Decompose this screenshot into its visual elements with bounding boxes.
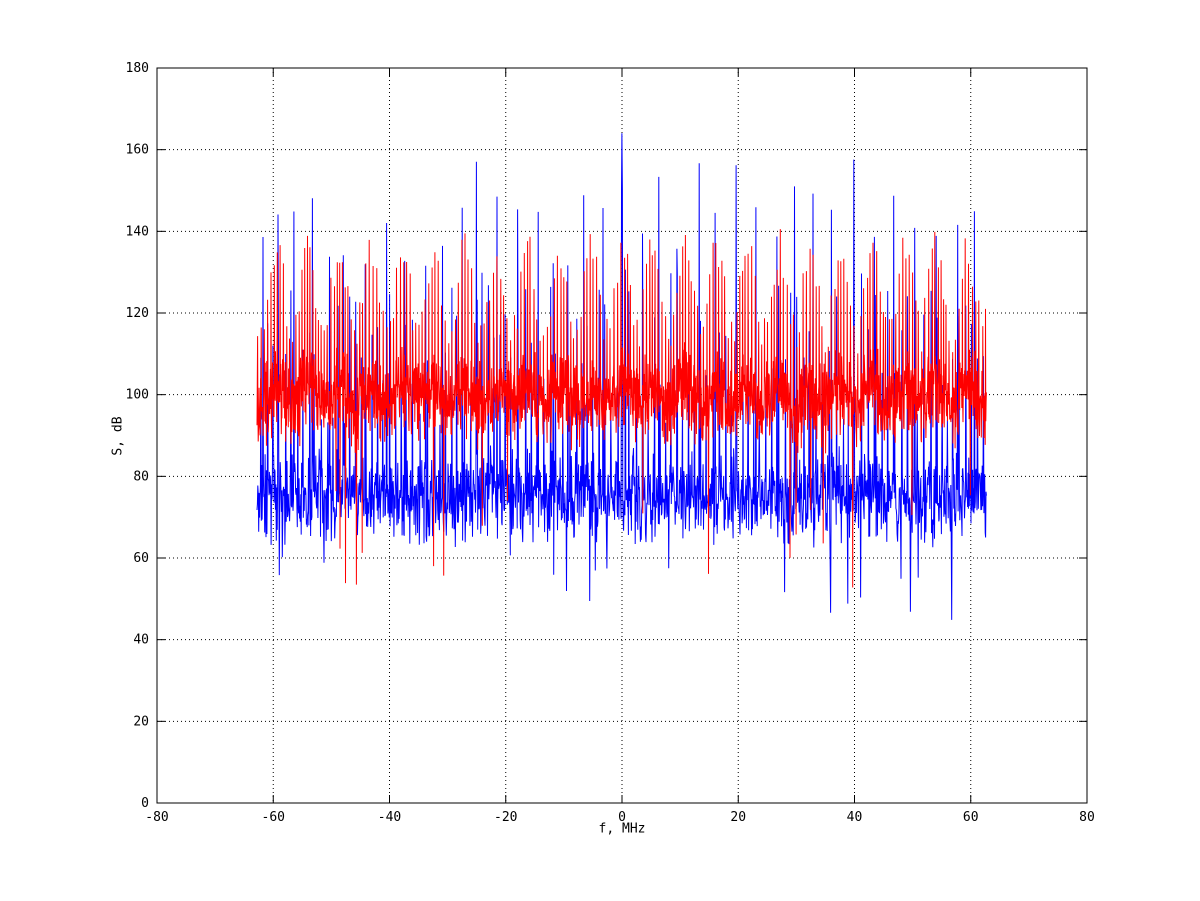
y-tick-label: 120 bbox=[126, 306, 149, 321]
y-tick-label: 140 bbox=[126, 224, 149, 239]
x-tick-label: -20 bbox=[494, 810, 517, 825]
x-tick-label: 0 bbox=[618, 810, 626, 825]
x-tick-label: -60 bbox=[262, 810, 285, 825]
y-tick-label: 40 bbox=[133, 633, 149, 648]
tick-labels: -80 -60 -40 -20 0 20 40 60 80 0 20 40 60 80 100 120 140 1… bbox=[126, 61, 1095, 825]
x-tick-label: -40 bbox=[378, 810, 401, 825]
y-tick-label: 180 bbox=[126, 61, 149, 76]
y-axis-label: S, dB bbox=[110, 416, 126, 456]
y-tick-label: 60 bbox=[133, 551, 149, 566]
y-tick-label: 100 bbox=[126, 388, 149, 403]
y-tick-label: 0 bbox=[141, 796, 149, 811]
x-axis-label: f, MHz bbox=[598, 821, 646, 837]
x-tick-label: 40 bbox=[847, 810, 863, 825]
x-tick-label: 80 bbox=[1079, 810, 1095, 825]
spectrum-red bbox=[256, 229, 987, 588]
y-tick-label: 160 bbox=[126, 143, 149, 158]
y-tick-label: 80 bbox=[133, 469, 149, 484]
x-tick-label: 60 bbox=[963, 810, 979, 825]
spectrum-blue bbox=[256, 133, 987, 620]
axis-ticks bbox=[156, 67, 1088, 804]
x-tick-label: 20 bbox=[730, 810, 746, 825]
x-tick-label: -80 bbox=[145, 810, 168, 825]
y-tick-label: 20 bbox=[133, 714, 149, 729]
